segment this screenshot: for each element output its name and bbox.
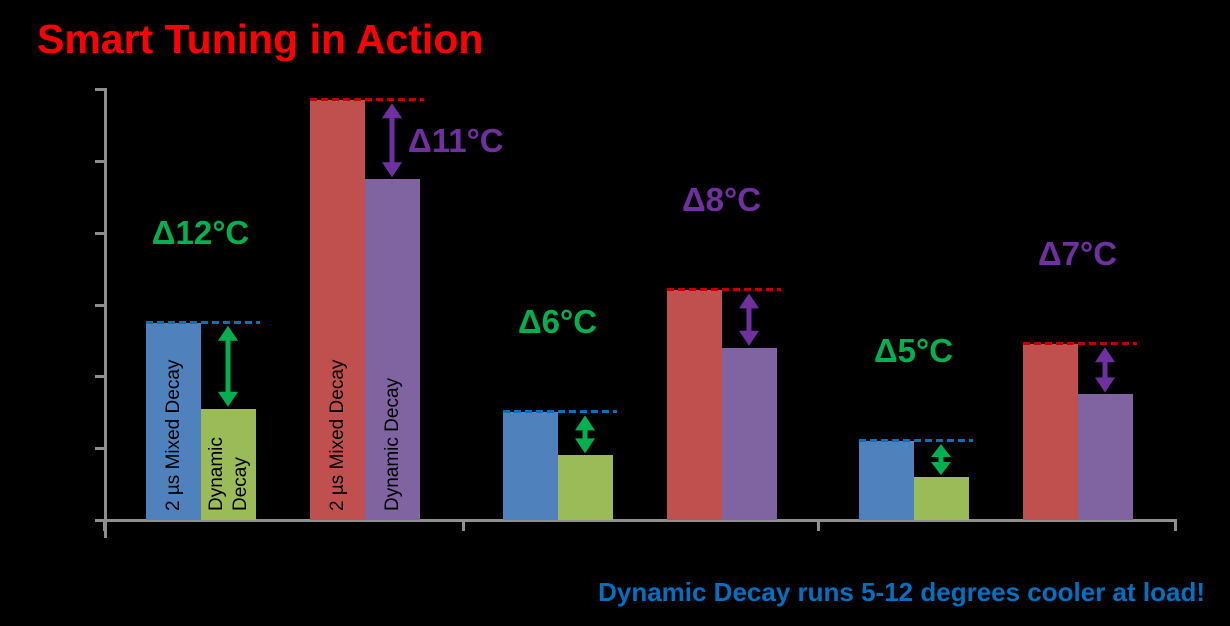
delta-arrow-head	[1095, 377, 1115, 393]
bar-dynamic-decay	[364, 179, 420, 520]
x-axis	[95, 519, 1177, 522]
y-axis	[104, 88, 107, 538]
bar-dynamic-decay	[200, 408, 256, 520]
bar-dynamic-decay	[557, 455, 613, 520]
x-tick	[103, 522, 106, 531]
y-tick	[95, 159, 104, 163]
delta-arrow-head	[739, 293, 759, 309]
delta-arrow-head	[1095, 347, 1115, 363]
bar-dynamic-decay	[913, 476, 969, 520]
bar-top-dash-line	[145, 320, 260, 324]
bar-top-dash-line	[502, 410, 617, 414]
delta-label: Δ5°C	[873, 332, 954, 370]
y-tick	[95, 303, 104, 307]
delta-arrow-head	[931, 444, 951, 458]
bar-top-dash-line	[666, 288, 781, 292]
delta-arrow-head	[739, 330, 759, 346]
bar-2-s-mixed-decay	[666, 290, 722, 520]
x-tick	[462, 522, 465, 531]
bar-2-s-mixed-decay	[309, 100, 365, 520]
y-tick	[95, 447, 104, 451]
delta-label: Δ7°C	[1037, 235, 1118, 273]
bar-2-s-mixed-decay	[502, 412, 558, 520]
bar-top-dash-line	[858, 439, 973, 443]
delta-arrow-head	[218, 391, 238, 407]
x-tick	[1174, 522, 1177, 531]
footer-note: Dynamic Decay runs 5-12 degrees cooler a…	[598, 577, 1205, 607]
delta-arrow-head	[575, 415, 595, 431]
page-title: Smart Tuning in Action	[37, 16, 484, 62]
delta-arrow-head	[575, 438, 595, 454]
delta-arrow-head	[931, 461, 951, 475]
delta-label: Δ6°C	[517, 303, 598, 341]
x-tick	[817, 522, 820, 531]
y-tick	[95, 231, 104, 235]
delta-label: Δ12°C	[151, 213, 250, 251]
y-tick	[95, 375, 104, 379]
delta-arrow-head	[382, 103, 402, 119]
delta-arrow-head	[382, 162, 402, 178]
bar-2-s-mixed-decay	[1022, 344, 1078, 520]
delta-label: Δ11°C	[408, 122, 504, 160]
bar-dynamic-decay	[1077, 394, 1133, 520]
y-tick	[95, 88, 104, 91]
bar-top-dash-line	[1022, 342, 1137, 346]
bar-top-dash-line	[309, 98, 424, 102]
y-tick	[95, 519, 104, 522]
bar-2-s-mixed-decay	[145, 322, 201, 520]
bar-dynamic-decay	[721, 347, 777, 520]
delta-arrow-head	[218, 325, 238, 341]
delta-label: Δ8°C	[681, 181, 762, 219]
bar-2-s-mixed-decay	[858, 441, 914, 520]
